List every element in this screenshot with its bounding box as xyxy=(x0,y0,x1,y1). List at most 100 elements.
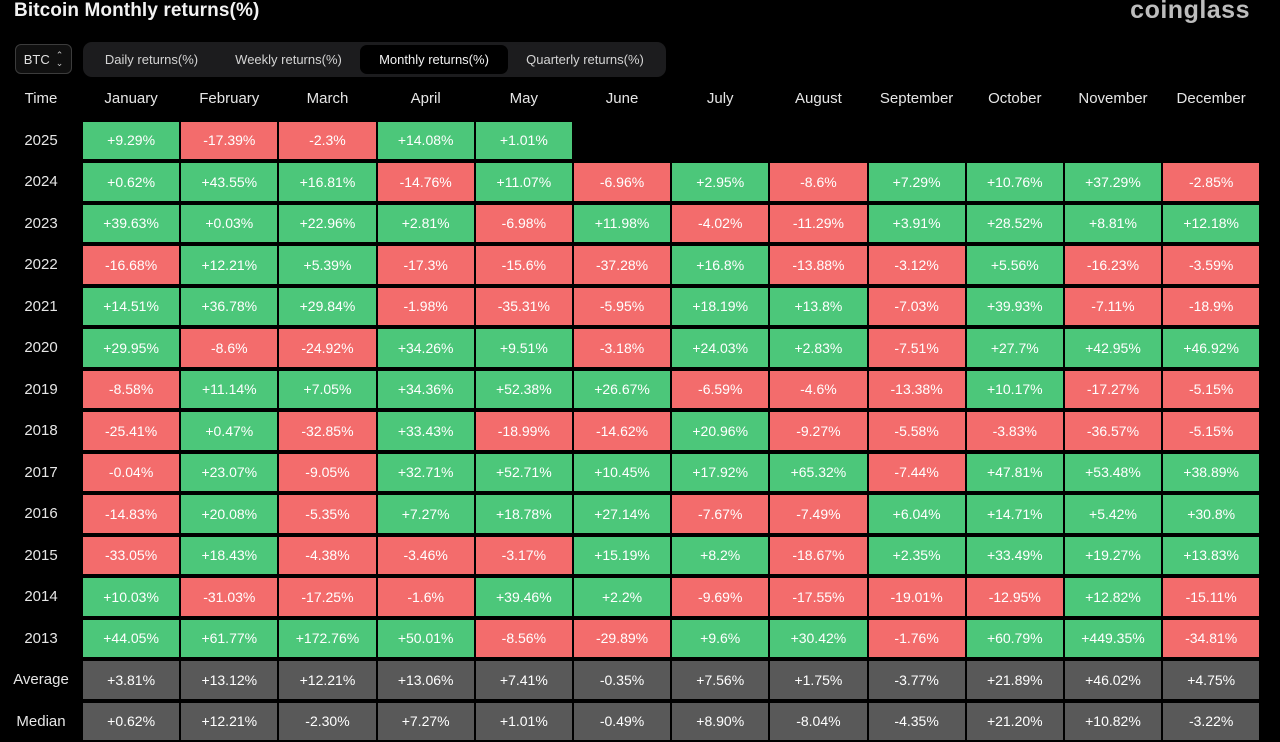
summary-cell: +7.27% xyxy=(378,703,474,741)
return-cell: +2.35% xyxy=(869,537,965,575)
return-cell: -7.49% xyxy=(770,495,866,533)
tab-daily-returns[interactable]: Daily returns(%) xyxy=(86,45,217,74)
summary-cell: +0.62% xyxy=(83,703,179,741)
tab-monthly-returns[interactable]: Monthly returns(%) xyxy=(360,45,508,74)
return-cell: -13.38% xyxy=(869,371,965,409)
return-cell: +14.51% xyxy=(83,288,179,326)
return-cell: +7.27% xyxy=(378,495,474,533)
return-cell: -11.29% xyxy=(770,205,866,243)
return-cell: +11.98% xyxy=(574,205,670,243)
return-cell: +30.8% xyxy=(1163,495,1259,533)
return-cell: +60.79% xyxy=(967,620,1063,658)
return-cell: -1.6% xyxy=(378,578,474,616)
return-cell: -14.62% xyxy=(574,412,670,450)
summary-cell: +12.21% xyxy=(279,661,375,699)
table-row: 2015-33.05%+18.43%-4.38%-3.46%-3.17%+15.… xyxy=(0,535,1260,577)
return-cell: +7.05% xyxy=(279,371,375,409)
return-cell: +12.21% xyxy=(181,246,277,284)
return-cell: -3.83% xyxy=(967,412,1063,450)
return-cell: +22.96% xyxy=(279,205,375,243)
column-header-march: March xyxy=(278,78,376,120)
return-cell: +37.29% xyxy=(1065,163,1161,201)
summary-cell: -3.22% xyxy=(1163,703,1259,741)
return-cell: -14.83% xyxy=(83,495,179,533)
return-cell: +9.29% xyxy=(83,122,179,160)
row-label: 2013 xyxy=(0,618,82,660)
return-cell: -4.38% xyxy=(279,537,375,575)
summary-cell: +8.90% xyxy=(672,703,768,741)
row-label: 2024 xyxy=(0,161,82,203)
return-cell: -25.41% xyxy=(83,412,179,450)
return-cell: +50.01% xyxy=(378,620,474,658)
return-cell: +172.76% xyxy=(279,620,375,658)
table-row: 2023+39.63%+0.03%+22.96%+2.81%-6.98%+11.… xyxy=(0,203,1260,245)
return-cell: +12.18% xyxy=(1163,205,1259,243)
column-header-time: Time xyxy=(0,78,82,120)
return-cell: -34.81% xyxy=(1163,620,1259,658)
return-cell: +16.81% xyxy=(279,163,375,201)
return-cell: +39.93% xyxy=(967,288,1063,326)
return-cell: -29.89% xyxy=(574,620,670,658)
row-label: 2022 xyxy=(0,244,82,286)
return-cell: +7.29% xyxy=(869,163,965,201)
return-cell: -2.85% xyxy=(1163,163,1259,201)
return-cell xyxy=(1163,122,1259,160)
row-label: 2014 xyxy=(0,576,82,618)
column-header-august: August xyxy=(769,78,867,120)
return-cell: +10.03% xyxy=(83,578,179,616)
row-label: 2016 xyxy=(0,493,82,535)
summary-cell: +7.56% xyxy=(672,661,768,699)
column-header-december: December xyxy=(1162,78,1260,120)
summary-cell: +4.75% xyxy=(1163,661,1259,699)
return-cell: -6.59% xyxy=(672,371,768,409)
return-cell: +5.39% xyxy=(279,246,375,284)
return-cell: +0.03% xyxy=(181,205,277,243)
return-cell: -1.76% xyxy=(869,620,965,658)
return-cell: -5.15% xyxy=(1163,412,1259,450)
return-cell: +13.83% xyxy=(1163,537,1259,575)
column-header-november: November xyxy=(1064,78,1162,120)
return-cell: +52.38% xyxy=(476,371,572,409)
return-cell: +20.08% xyxy=(181,495,277,533)
return-cell: -36.57% xyxy=(1065,412,1161,450)
coinglass-logo: coinglass xyxy=(1130,0,1250,25)
row-label: 2015 xyxy=(0,535,82,577)
return-cell: -18.67% xyxy=(770,537,866,575)
return-cell: +23.07% xyxy=(181,454,277,492)
tab-weekly-returns[interactable]: Weekly returns(%) xyxy=(217,45,360,74)
return-cell: -31.03% xyxy=(181,578,277,616)
row-label: 2021 xyxy=(0,286,82,328)
return-cell: +20.96% xyxy=(672,412,768,450)
return-cell: -5.95% xyxy=(574,288,670,326)
return-cell: -24.92% xyxy=(279,329,375,367)
row-label: 2020 xyxy=(0,327,82,369)
return-cell: +6.04% xyxy=(869,495,965,533)
tab-quarterly-returns[interactable]: Quarterly returns(%) xyxy=(508,45,662,74)
column-header-april: April xyxy=(377,78,475,120)
summary-cell: +7.41% xyxy=(476,661,572,699)
return-cell: +13.8% xyxy=(770,288,866,326)
return-cell: +9.6% xyxy=(672,620,768,658)
return-cell: -37.28% xyxy=(574,246,670,284)
return-cell: -6.98% xyxy=(476,205,572,243)
return-cell: -16.23% xyxy=(1065,246,1161,284)
return-cell: +32.71% xyxy=(378,454,474,492)
column-header-october: October xyxy=(966,78,1064,120)
return-cell: +34.36% xyxy=(378,371,474,409)
table-row: 2018-25.41%+0.47%-32.85%+33.43%-18.99%-1… xyxy=(0,410,1260,452)
return-cell: +11.07% xyxy=(476,163,572,201)
return-cell: +34.26% xyxy=(378,329,474,367)
return-cell: +16.8% xyxy=(672,246,768,284)
return-cell: +2.95% xyxy=(672,163,768,201)
return-cell: -16.68% xyxy=(83,246,179,284)
summary-cell: -0.35% xyxy=(574,661,670,699)
return-cell: +24.03% xyxy=(672,329,768,367)
return-cell: +2.83% xyxy=(770,329,866,367)
return-cell: +38.89% xyxy=(1163,454,1259,492)
return-cell: +8.2% xyxy=(672,537,768,575)
return-cell: -4.6% xyxy=(770,371,866,409)
return-cell: -3.12% xyxy=(869,246,965,284)
asset-select[interactable]: BTC ⌃⌄ xyxy=(15,44,72,74)
summary-cell: +3.81% xyxy=(83,661,179,699)
table-row: 2014+10.03%-31.03%-17.25%-1.6%+39.46%+2.… xyxy=(0,576,1260,618)
